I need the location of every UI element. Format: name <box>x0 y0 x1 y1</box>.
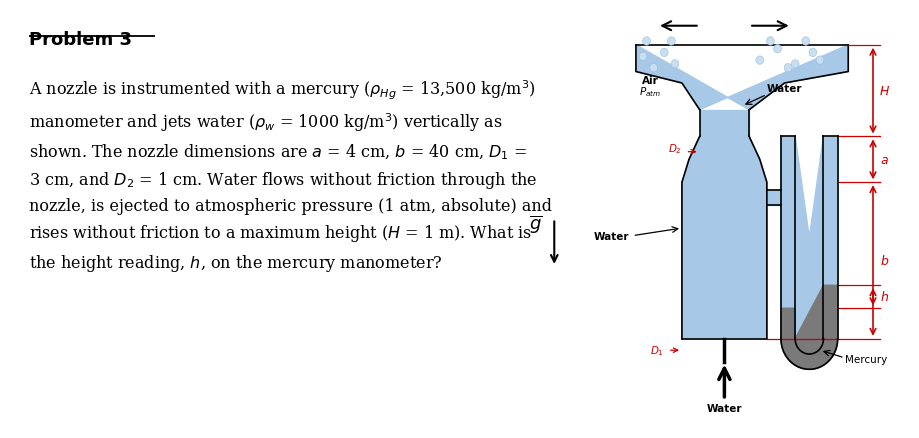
Circle shape <box>774 45 781 54</box>
Circle shape <box>671 60 679 69</box>
Text: H: H <box>880 85 890 98</box>
Text: a: a <box>880 153 888 166</box>
Circle shape <box>661 49 668 57</box>
Polygon shape <box>682 137 766 339</box>
Text: Water: Water <box>766 83 802 93</box>
Circle shape <box>650 64 657 73</box>
Circle shape <box>791 60 799 69</box>
Text: $\overline{g}$: $\overline{g}$ <box>529 212 543 234</box>
Polygon shape <box>781 286 837 369</box>
Circle shape <box>667 38 675 46</box>
Circle shape <box>756 57 764 65</box>
Text: Water: Water <box>594 232 629 242</box>
Text: Mercury: Mercury <box>845 354 887 364</box>
Circle shape <box>802 38 810 46</box>
Text: Water: Water <box>707 403 743 413</box>
Polygon shape <box>699 110 749 137</box>
Text: $D_2$: $D_2$ <box>668 141 682 155</box>
Circle shape <box>642 38 651 46</box>
Polygon shape <box>766 191 781 206</box>
Circle shape <box>766 38 775 46</box>
Circle shape <box>809 49 817 57</box>
Polygon shape <box>636 46 848 110</box>
Text: $P_{atm}$: $P_{atm}$ <box>639 85 661 99</box>
Text: Problem 3: Problem 3 <box>28 31 131 49</box>
Circle shape <box>639 53 647 61</box>
Text: h: h <box>880 290 888 304</box>
Text: b: b <box>880 254 888 267</box>
Polygon shape <box>781 137 837 369</box>
Text: $D_1$: $D_1$ <box>651 343 664 357</box>
Text: A nozzle is instrumented with a mercury ($\rho_{Hg}$ = 13,500 kg/m$^3$)
manomete: A nozzle is instrumented with a mercury … <box>28 79 551 273</box>
Text: Air: Air <box>641 76 659 86</box>
Circle shape <box>784 64 792 73</box>
Circle shape <box>816 57 823 65</box>
